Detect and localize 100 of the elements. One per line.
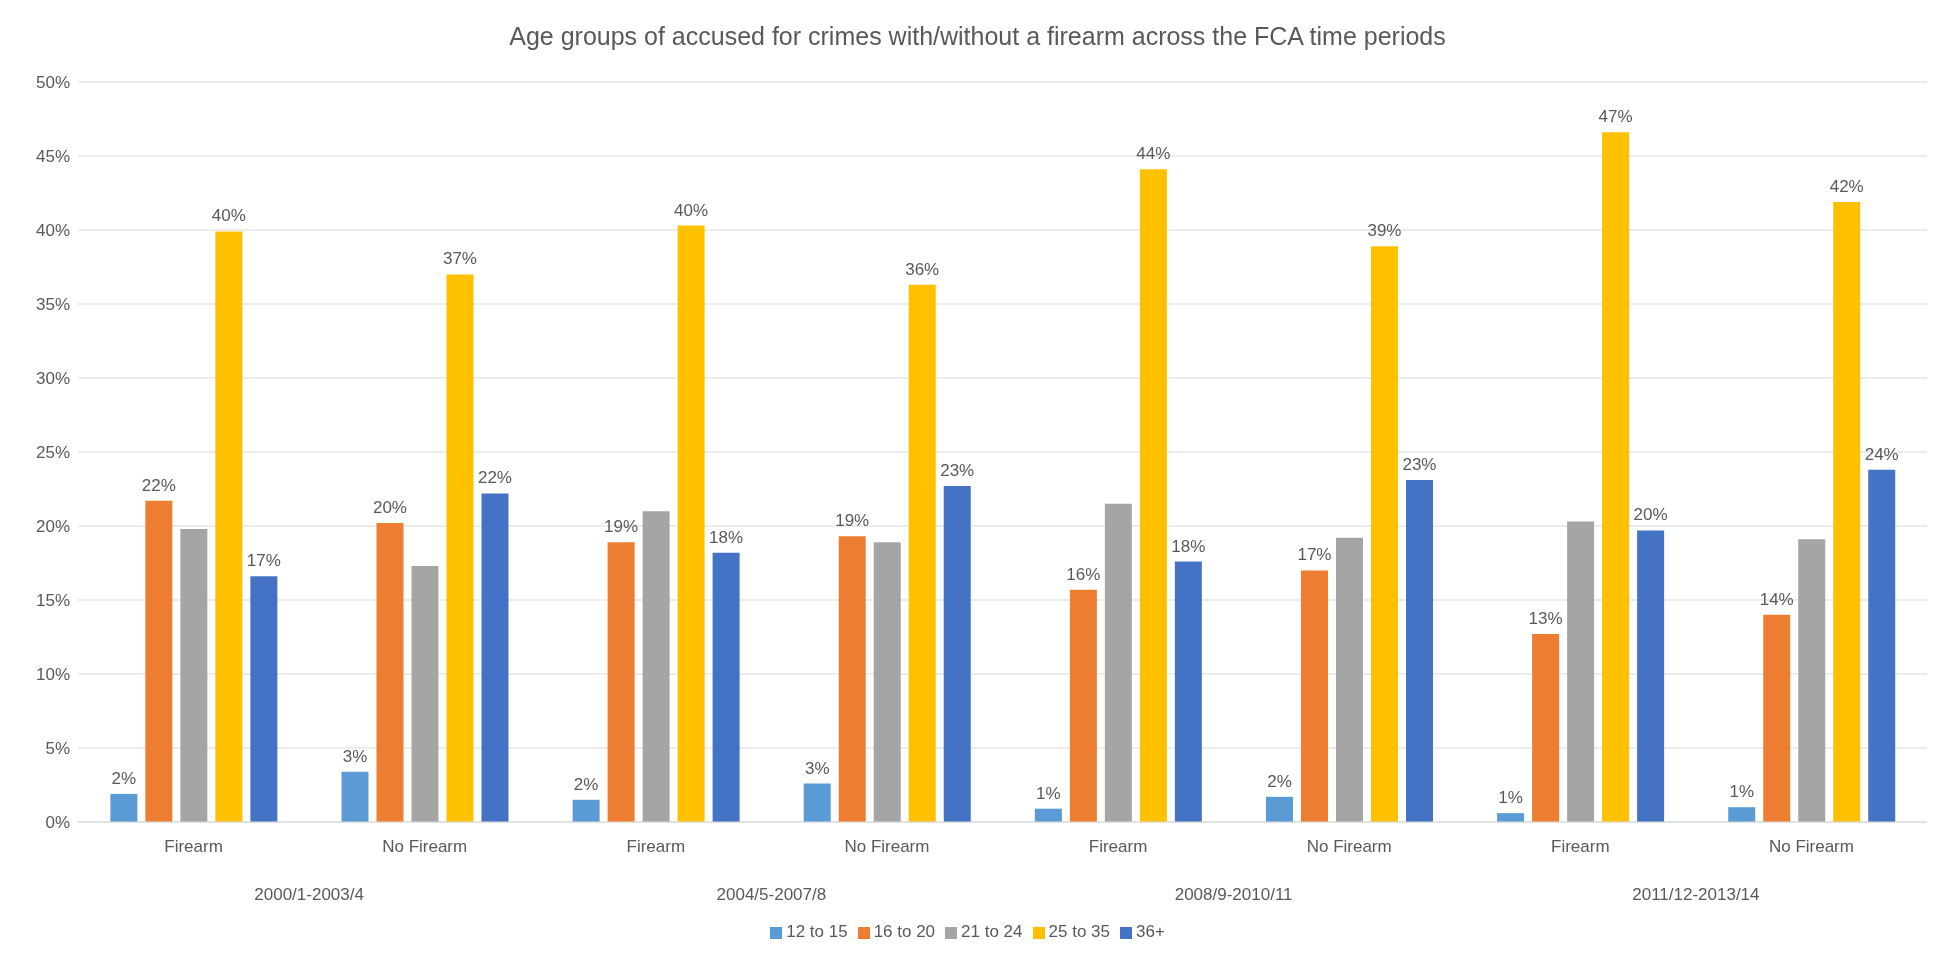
- data-label: 1%: [1498, 788, 1523, 808]
- bar: [1335, 537, 1363, 822]
- bar: [1798, 539, 1826, 822]
- data-label: 36%: [905, 259, 940, 279]
- legend-label: 16 to 20: [873, 922, 936, 941]
- data-label: 39%: [1367, 221, 1402, 241]
- bar: [712, 552, 740, 822]
- bar: [1728, 807, 1756, 822]
- y-tick-label: 30%: [35, 369, 70, 389]
- bar: [642, 511, 670, 822]
- data-label: 2%: [1267, 771, 1292, 791]
- bar: [908, 284, 936, 822]
- bar: [1833, 201, 1861, 822]
- data-label: 19%: [604, 517, 639, 537]
- data-label: 18%: [709, 527, 744, 547]
- x-tick-label: No Firearm: [382, 837, 468, 856]
- data-label: 3%: [804, 758, 830, 778]
- bar: [250, 576, 278, 822]
- data-label: 23%: [940, 461, 975, 481]
- data-label: 14%: [1759, 589, 1794, 609]
- bar: [1602, 132, 1630, 822]
- data-label: 22%: [141, 475, 176, 495]
- bar: [1034, 808, 1062, 822]
- data-label: 2%: [111, 768, 137, 788]
- x-tick-label: No Firearm: [1768, 837, 1854, 856]
- y-tick-label: 0%: [45, 813, 70, 833]
- y-tick-label: 40%: [35, 221, 70, 241]
- data-label: 37%: [442, 249, 477, 269]
- bar: [1405, 480, 1433, 822]
- data-label: 17%: [1297, 545, 1332, 565]
- bar: [803, 783, 831, 822]
- data-label: 16%: [1066, 564, 1101, 584]
- bar: [1300, 570, 1328, 822]
- x-tick-label: Firearm: [626, 837, 686, 856]
- data-label: 40%: [211, 206, 246, 226]
- x-tick-label: No Firearm: [844, 837, 930, 856]
- bar: [341, 771, 369, 822]
- text: 2000/1-2003/4: [254, 885, 364, 904]
- text: 2008/9-2010/11: [1174, 885, 1293, 904]
- x-tick-label: Firearm: [1551, 837, 1610, 856]
- bar: [215, 231, 243, 822]
- y-tick-label: 10%: [35, 665, 70, 685]
- chart-title: Age groups of accused for crimes with/without a firearm across the FCA time periods: [508, 21, 1447, 52]
- bar: [376, 523, 404, 822]
- legend-label: 36+: [1135, 922, 1165, 941]
- bar: [1868, 469, 1896, 822]
- bar: [110, 793, 138, 822]
- y-tick-label: 25%: [35, 443, 70, 463]
- bar: [180, 528, 208, 822]
- y-tick-label: 35%: [35, 295, 70, 315]
- bar: [1567, 521, 1595, 822]
- data-label: 44%: [1136, 144, 1171, 164]
- legend-label: 12 to 15: [786, 922, 848, 941]
- bar: [1532, 634, 1560, 822]
- x-tick-label: No Firearm: [1306, 837, 1392, 856]
- data-label: 40%: [674, 200, 709, 220]
- bar: [1497, 813, 1525, 822]
- data-label: 3%: [342, 746, 368, 766]
- bar: [677, 225, 705, 822]
- bar: [481, 493, 509, 822]
- bar: [838, 536, 866, 822]
- data-label: 22%: [477, 468, 512, 488]
- y-tick-label: 5%: [45, 739, 70, 759]
- bar: [1104, 503, 1132, 822]
- bar: [446, 274, 474, 822]
- y-tick-label: 50%: [35, 73, 70, 93]
- bar: [1069, 589, 1097, 822]
- bar: [1637, 530, 1665, 822]
- bar: [1265, 796, 1293, 822]
- bar: [1174, 561, 1202, 822]
- data-label: 18%: [1171, 536, 1206, 556]
- bar: [145, 500, 173, 822]
- legend-label: 21 to 24: [961, 922, 1023, 941]
- data-label: 20%: [372, 498, 407, 518]
- data-label: 2%: [573, 774, 599, 794]
- text: 2004/5-2007/8: [716, 885, 827, 904]
- y-tick-label: 20%: [35, 517, 70, 537]
- y-tick-label: 15%: [35, 591, 70, 611]
- bar: [411, 565, 439, 822]
- bar: [873, 542, 901, 822]
- text: 2011/12-2013/14: [1632, 885, 1760, 904]
- data-label: 13%: [1528, 609, 1563, 629]
- bar: [943, 486, 971, 822]
- data-label: 19%: [835, 511, 870, 531]
- data-label: 1%: [1729, 782, 1755, 802]
- bar: [1139, 169, 1167, 822]
- bar: [607, 542, 635, 822]
- bar: [1763, 614, 1791, 822]
- data-label: 17%: [246, 551, 281, 571]
- data-label: 42%: [1829, 176, 1864, 196]
- data-label: 23%: [1402, 455, 1437, 475]
- data-label: 1%: [1036, 783, 1061, 803]
- bar: [1370, 246, 1398, 822]
- bar: [572, 799, 600, 822]
- x-tick-label: Firearm: [1088, 837, 1148, 856]
- data-label: 24%: [1864, 444, 1899, 464]
- data-label: 47%: [1598, 107, 1633, 127]
- data-label: 20%: [1633, 505, 1668, 525]
- x-tick-label: Firearm: [164, 837, 223, 856]
- legend-label: 25 to 35: [1048, 922, 1110, 941]
